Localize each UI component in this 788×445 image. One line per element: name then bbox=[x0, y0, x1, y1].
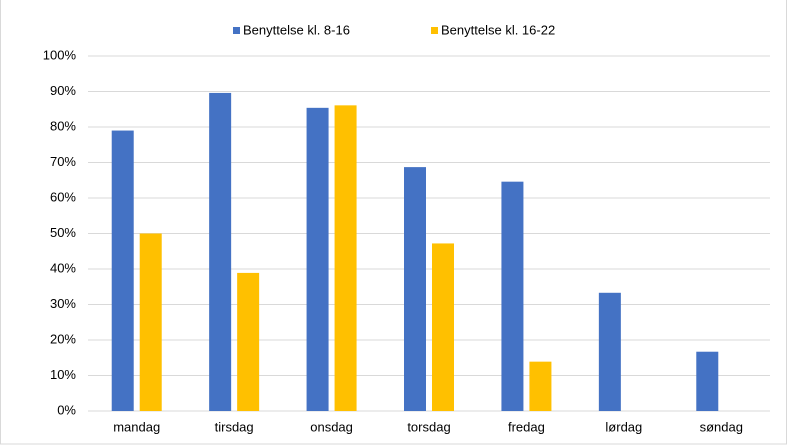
bar bbox=[334, 105, 357, 411]
x-tick-label: torsdag bbox=[407, 419, 450, 434]
bar bbox=[404, 167, 426, 411]
y-tick-label: 50% bbox=[50, 225, 76, 240]
bar bbox=[237, 272, 260, 411]
bar bbox=[139, 233, 162, 411]
x-tick-label: fredag bbox=[508, 419, 545, 434]
x-tick-label: lørdag bbox=[605, 419, 642, 434]
y-tick-label: 70% bbox=[50, 154, 76, 169]
bar bbox=[598, 292, 621, 411]
y-tick-label: 100% bbox=[43, 47, 77, 62]
y-tick-label: 0% bbox=[57, 402, 76, 417]
y-tick-label: 90% bbox=[50, 83, 76, 98]
x-tick-label: onsdag bbox=[310, 419, 353, 434]
legend-label: Benyttelse kl. 16-22 bbox=[441, 22, 555, 37]
x-tick-label: søndag bbox=[700, 419, 743, 434]
x-tick-label: tirsdag bbox=[215, 419, 254, 434]
y-tick-label: 30% bbox=[50, 296, 76, 311]
x-tick-label: mandag bbox=[113, 419, 160, 434]
bar bbox=[306, 107, 329, 411]
y-tick-label: 60% bbox=[50, 189, 76, 204]
y-tick-label: 20% bbox=[50, 331, 76, 346]
bar bbox=[111, 130, 134, 412]
bar bbox=[209, 92, 232, 412]
y-tick-label: 40% bbox=[50, 260, 76, 275]
legend-swatch bbox=[431, 27, 438, 34]
bar bbox=[501, 181, 524, 411]
bar bbox=[529, 361, 552, 411]
legend-label: Benyttelse kl. 8-16 bbox=[243, 22, 350, 37]
y-tick-label: 10% bbox=[50, 367, 76, 382]
bar bbox=[696, 351, 719, 411]
bar bbox=[432, 243, 454, 411]
legend-swatch bbox=[233, 27, 240, 34]
y-tick-label: 80% bbox=[50, 118, 76, 133]
